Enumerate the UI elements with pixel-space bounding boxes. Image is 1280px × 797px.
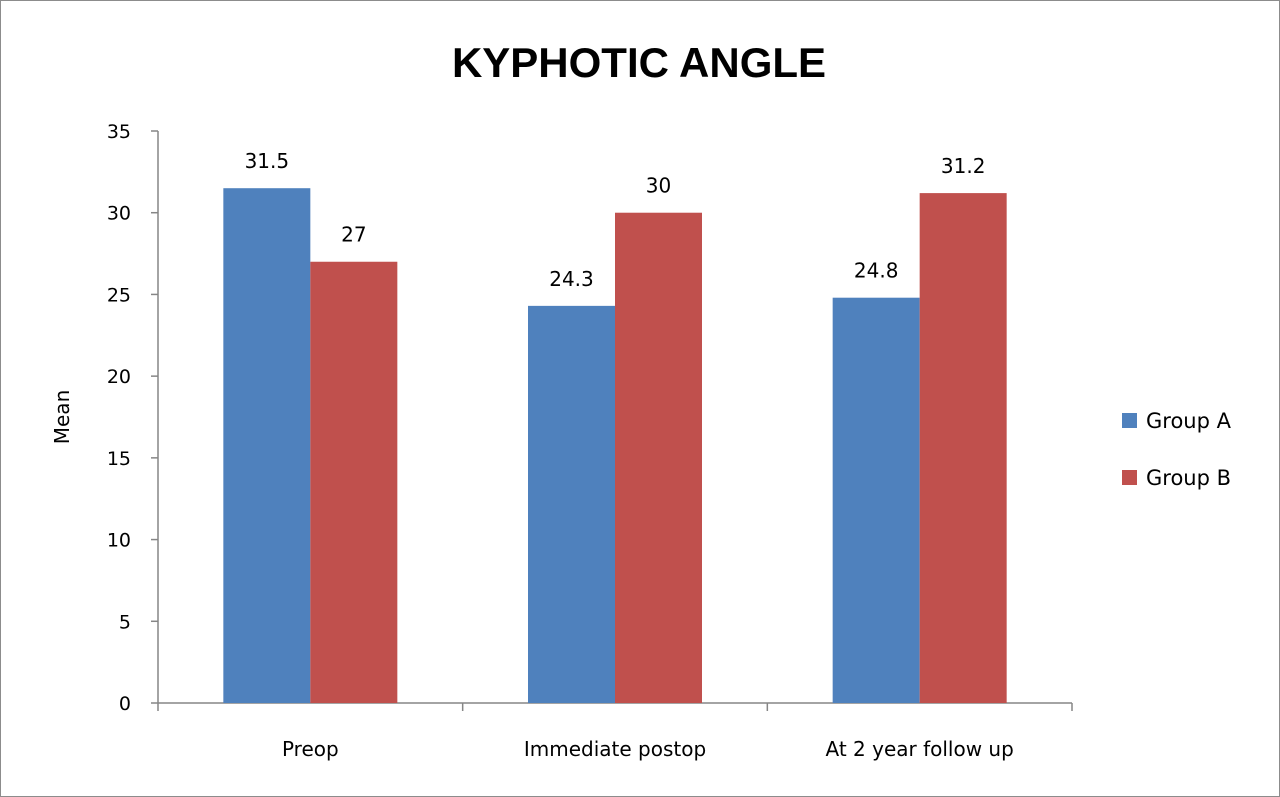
data-labels: 31.5 24.3 24.8 27 30 31.2 [245, 149, 986, 291]
bar-group-b [919, 193, 1007, 704]
bar-group-a [223, 188, 311, 703]
x-tick-label: At 2 year follow up [826, 737, 1014, 761]
data-label: 24.8 [854, 259, 899, 283]
chart-title: KYPHOTIC ANGLE [452, 39, 826, 86]
y-tick-label: 20 [107, 366, 131, 388]
bar-group-a [832, 297, 920, 703]
data-label: 31.5 [245, 149, 290, 173]
y-tick-label: 15 [107, 448, 131, 470]
y-tick-label: 35 [107, 121, 131, 143]
legend-swatch [1122, 413, 1137, 428]
bar-group-b [310, 261, 398, 703]
y-tick-label: 30 [107, 203, 131, 225]
legend-swatch [1122, 470, 1137, 485]
data-label: 24.3 [549, 267, 594, 291]
y-tick-label: 25 [107, 284, 131, 306]
data-label: 30 [646, 174, 671, 198]
legend-label: Group B [1146, 466, 1231, 490]
bar-group-a [528, 305, 615, 703]
data-label: 27 [341, 223, 366, 247]
x-tick-label: Preop [282, 737, 339, 761]
x-tick-label: Immediate postop [524, 737, 706, 761]
bar-group-b [615, 212, 702, 703]
y-tick-label: 10 [107, 530, 131, 552]
bars [223, 188, 1007, 704]
data-label: 31.2 [941, 154, 986, 178]
y-axis-title: Mean [50, 390, 74, 445]
legend-label: Group A [1146, 409, 1232, 433]
axes: 0 5 10 15 20 25 30 35 Preop Immediate postop At 2 … [107, 121, 1073, 761]
y-tick-label: 0 [119, 693, 131, 715]
legend: Group A Group B [1122, 409, 1232, 490]
y-tick-label: 5 [119, 611, 131, 633]
